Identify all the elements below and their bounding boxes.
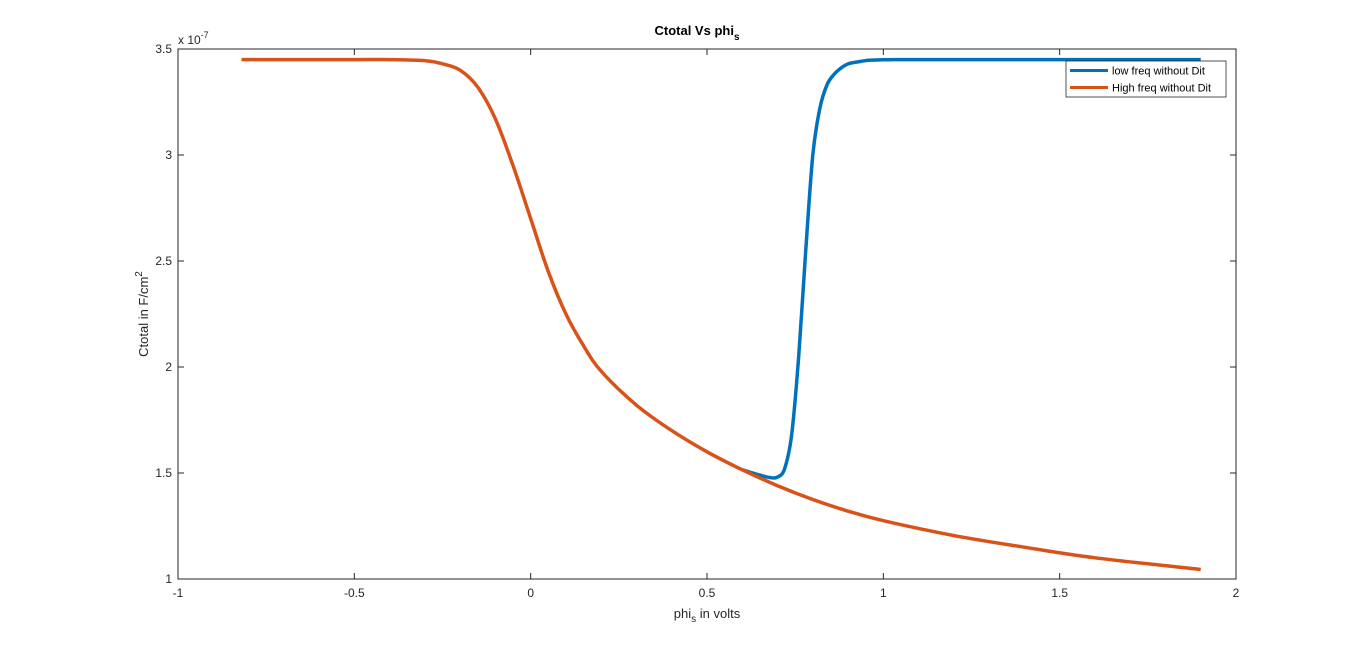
y-axis-exponent: x 10-7 [178,30,209,47]
series-layer [241,57,1201,572]
series-low-freq-without-dit [741,57,1201,480]
y-tick-label: 2 [165,360,172,374]
y-axis-label: Ctotal in F/cm2 [134,271,151,357]
x-tick-label: 1 [880,586,887,600]
legend-label-low-freq: low freq without Dit [1112,66,1205,78]
legend: low freq without Dit High freq without D… [1065,60,1227,98]
x-tick-label: 0 [527,586,534,600]
legend-box [1065,60,1227,98]
y-tick-label: 3 [165,148,172,162]
axis-tick-labels: -1 -0.5 0 0.5 1 1.5 2 1 1.5 2 2.5 3 3.5 [155,42,1239,600]
x-tick-label: 1.5 [1051,586,1068,600]
x-tick-label: -0.5 [344,586,365,600]
chart-title: Ctotal Vs phis [654,23,739,43]
y-tick-label: 3.5 [155,42,172,56]
axis-ticks [177,48,1237,580]
y-tick-label: 1.5 [155,466,172,480]
series-high-freq-without-dit [241,57,1201,572]
x-tick-label: 2 [1233,586,1240,600]
y-tick-label: 1 [165,572,172,586]
y-tick-label: 2.5 [155,254,172,268]
legend-label-high-freq: High freq without Dit [1112,83,1211,95]
x-tick-label: -1 [173,586,184,600]
x-tick-label: 0.5 [699,586,716,600]
plot-area [177,48,1237,580]
x-axis-label: phis in volts [674,606,741,625]
